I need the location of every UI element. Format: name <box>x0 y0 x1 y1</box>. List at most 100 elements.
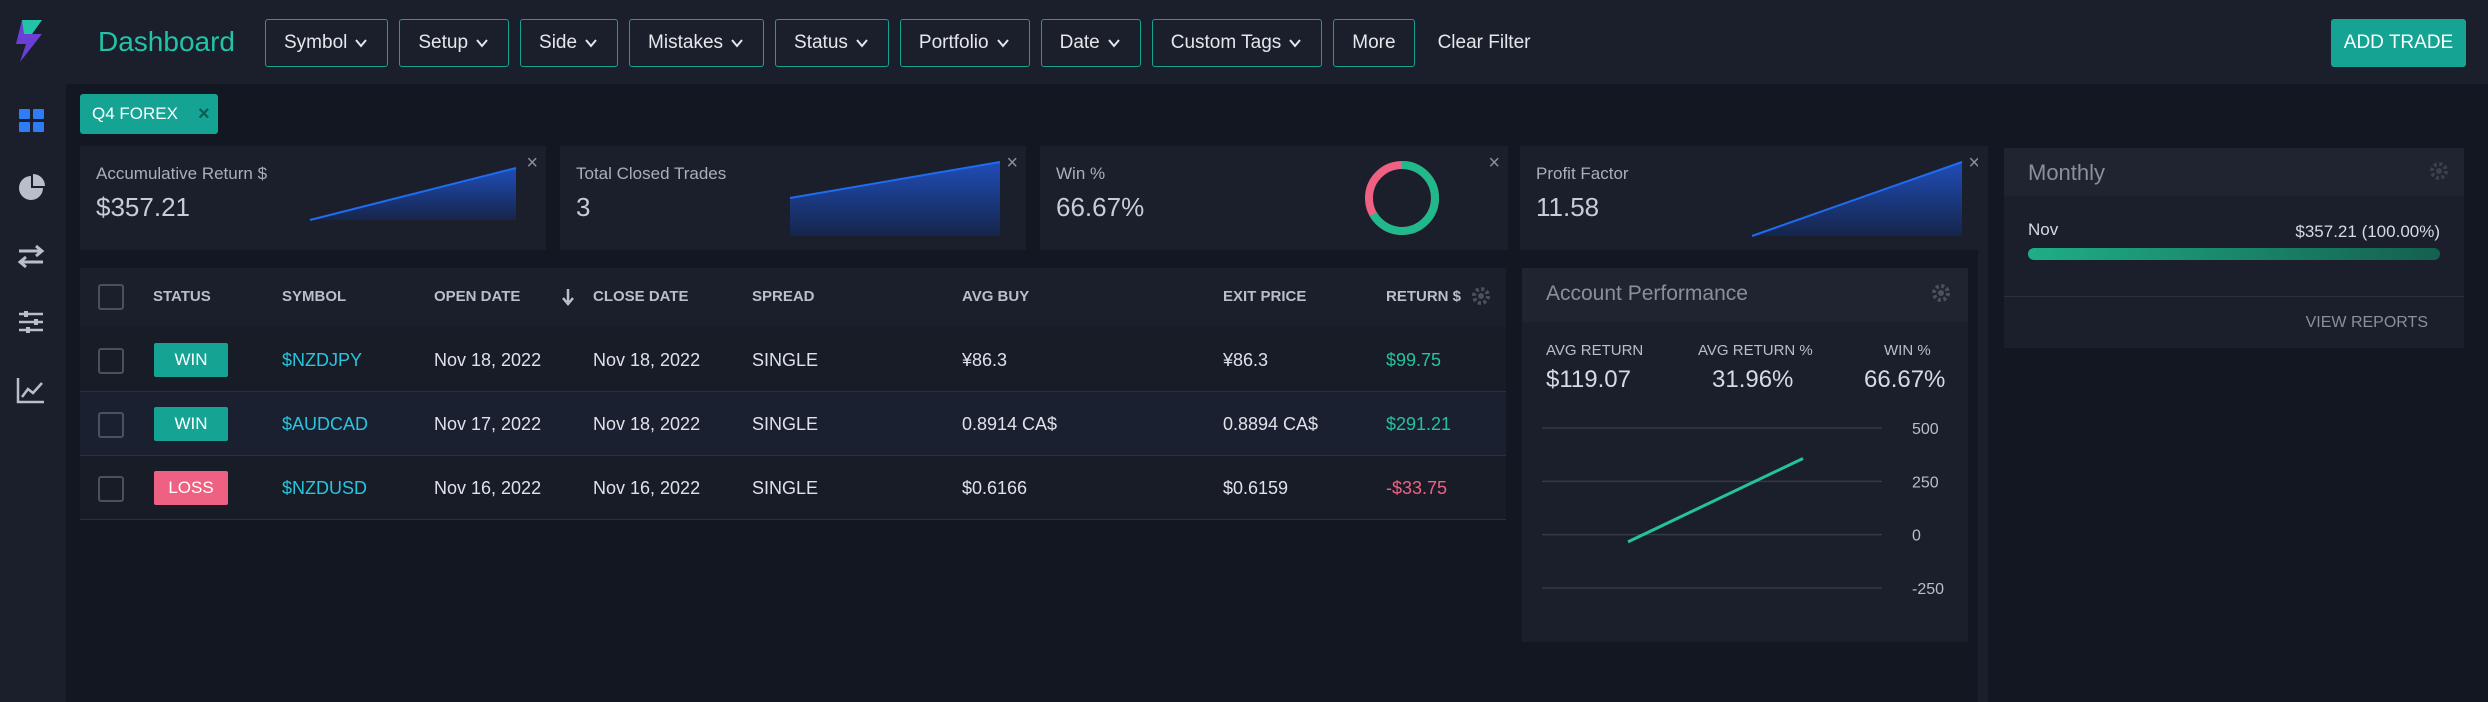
divider <box>2004 296 2464 297</box>
card-value: $357.21 <box>96 192 190 222</box>
card-label: Profit Factor <box>1536 164 1629 183</box>
perf-stat-value: 66.67% <box>1864 366 1946 393</box>
profit-factor-sparkline <box>1751 161 1963 237</box>
status-badge: LOSS <box>154 471 228 505</box>
card-value: 3 <box>576 192 591 222</box>
filter-bar: Symbol Setup Side Mistakes Status Portfo… <box>265 19 1530 67</box>
panel-header <box>1522 268 1968 322</box>
y-tick-label: 250 <box>1912 474 1939 491</box>
month-label: Nov <box>2028 220 2059 239</box>
account-performance-panel: Account Performance AVG RETURN $119.07 A… <box>1522 268 1968 642</box>
return-value: $99.75 <box>1386 350 1442 370</box>
chevron-down-icon <box>1107 39 1120 48</box>
page-title: Dashboard <box>98 26 235 57</box>
exit-price: ¥86.3 <box>1223 350 1269 370</box>
col-return[interactable]: RETURN $ <box>1386 288 1462 305</box>
total-closed-trades-card: Total Closed Trades 3 × <box>560 146 1026 250</box>
table-row[interactable]: WIN $NZDJPY Nov 18, 2022 Nov 18, 2022 SI… <box>80 328 1506 392</box>
panel-settings-gear-icon[interactable] <box>1930 282 1952 304</box>
table-header: STATUS SYMBOL OPEN DATE CLOSE DATE SPREA… <box>80 268 1506 326</box>
month-progress-bar <box>2028 248 2440 260</box>
table-row[interactable]: WIN $AUDCAD Nov 17, 2022 Nov 18, 2022 SI… <box>80 392 1506 456</box>
col-close-date[interactable]: CLOSE DATE <box>593 288 689 305</box>
filter-mistakes-button[interactable]: Mistakes <box>629 19 765 67</box>
row-checkbox[interactable] <box>98 476 124 502</box>
analytics-chart-icon[interactable] <box>15 374 47 406</box>
close-date: Nov 16, 2022 <box>593 478 701 498</box>
sort-down-arrow-icon[interactable] <box>560 288 576 306</box>
col-open-date[interactable]: OPEN DATE <box>434 288 521 305</box>
app-logo-icon[interactable] <box>12 18 48 64</box>
filter-label: Symbol <box>284 32 348 53</box>
trades-arrows-icon[interactable] <box>15 240 47 272</box>
filter-label: Portfolio <box>918 32 989 53</box>
open-date: Nov 18, 2022 <box>434 350 542 370</box>
monthly-settings-gear-icon[interactable] <box>2428 160 2450 182</box>
add-trade-button[interactable]: ADD TRADE <box>2331 19 2466 67</box>
filter-side-button[interactable]: Side <box>520 19 619 67</box>
filter-setup-button[interactable]: Setup <box>399 19 510 67</box>
row-checkbox[interactable] <box>98 412 124 438</box>
y-tick-label: 500 <box>1912 421 1939 438</box>
dashboard-icon[interactable] <box>15 104 47 136</box>
monthly-panel: Monthly Nov $357.21 (100.00%) VIEW REPOR… <box>2004 148 2464 348</box>
close-card-icon[interactable]: × <box>1006 152 1018 174</box>
spread: SINGLE <box>752 414 819 434</box>
col-exit-price[interactable]: EXIT PRICE <box>1223 288 1307 305</box>
performance-line-chart: 500 250 0 -250 <box>1542 421 1944 598</box>
perf-stat-label: AVG RETURN % <box>1698 342 1813 359</box>
clear-filter-link[interactable]: Clear Filter <box>1437 32 1531 53</box>
col-symbol[interactable]: SYMBOL <box>282 288 347 305</box>
filter-status-button[interactable]: Status <box>775 19 889 67</box>
col-avg-buy[interactable]: AVG BUY <box>962 288 1030 305</box>
status-badge: WIN <box>154 407 228 441</box>
panel-title: Account Performance <box>1546 282 1748 305</box>
filter-label: Status <box>794 32 848 53</box>
panel-header <box>2004 148 2464 196</box>
select-all-checkbox[interactable] <box>98 284 124 310</box>
settings-sliders-icon[interactable] <box>15 306 47 338</box>
card-label: Accumulative Return $ <box>96 164 268 183</box>
y-tick-label: -250 <box>1912 581 1944 598</box>
trades-sparkline <box>789 161 1001 236</box>
chevron-down-icon <box>355 39 368 48</box>
symbol-link[interactable]: $NZDJPY <box>282 350 363 370</box>
chevron-down-icon <box>1289 39 1302 48</box>
remove-tag-icon[interactable]: × <box>197 102 210 125</box>
col-status[interactable]: STATUS <box>153 288 211 305</box>
scrollbar-rail[interactable] <box>1978 150 1988 702</box>
close-date: Nov 18, 2022 <box>593 350 701 370</box>
card-value: 66.67% <box>1056 192 1145 222</box>
month-value: $357.21 (100.00%) <box>2295 222 2440 241</box>
symbol-link[interactable]: $NZDUSD <box>282 478 368 498</box>
accumulative-return-card: Accumulative Return $ $357.21 × <box>80 146 546 250</box>
chevron-down-icon <box>996 39 1009 48</box>
win-percent-card: Win % 66.67% × <box>1040 146 1508 250</box>
chevron-down-icon <box>856 39 868 48</box>
filter-date-button[interactable]: Date <box>1040 19 1141 67</box>
card-label: Win % <box>1056 164 1106 183</box>
avg-buy: $0.6166 <box>962 478 1028 498</box>
close-card-icon[interactable]: × <box>1968 152 1980 174</box>
view-reports-link[interactable]: VIEW REPORTS <box>2305 314 2428 331</box>
filter-label: Side <box>539 32 578 53</box>
row-checkbox[interactable] <box>98 348 124 374</box>
col-spread[interactable]: SPREAD <box>752 288 815 305</box>
table-row[interactable]: LOSS $NZDUSD Nov 16, 2022 Nov 16, 2022 S… <box>80 456 1506 520</box>
top-bar: Dashboard Symbol Setup Side Mistakes Sta… <box>0 0 2488 84</box>
exit-price: 0.8894 CA$ <box>1223 414 1319 434</box>
close-card-icon[interactable]: × <box>1488 152 1500 174</box>
open-date: Nov 16, 2022 <box>434 478 542 498</box>
filter-custom-tags-button[interactable]: Custom Tags <box>1151 19 1323 67</box>
filter-portfolio-button[interactable]: Portfolio <box>899 19 1030 67</box>
table-settings-gear-icon[interactable] <box>1470 285 1492 307</box>
close-card-icon[interactable]: × <box>526 152 538 174</box>
status-badge: WIN <box>154 343 228 377</box>
symbol-link[interactable]: $AUDCAD <box>282 414 369 434</box>
avg-buy: ¥86.3 <box>962 350 1008 370</box>
card-label: Total Closed Trades <box>576 164 727 183</box>
active-tag-chip[interactable]: Q4 FOREX × <box>80 94 218 134</box>
more-filters-button[interactable]: More <box>1333 19 1415 67</box>
reports-pie-icon[interactable] <box>15 172 47 204</box>
filter-symbol-button[interactable]: Symbol <box>265 19 389 67</box>
